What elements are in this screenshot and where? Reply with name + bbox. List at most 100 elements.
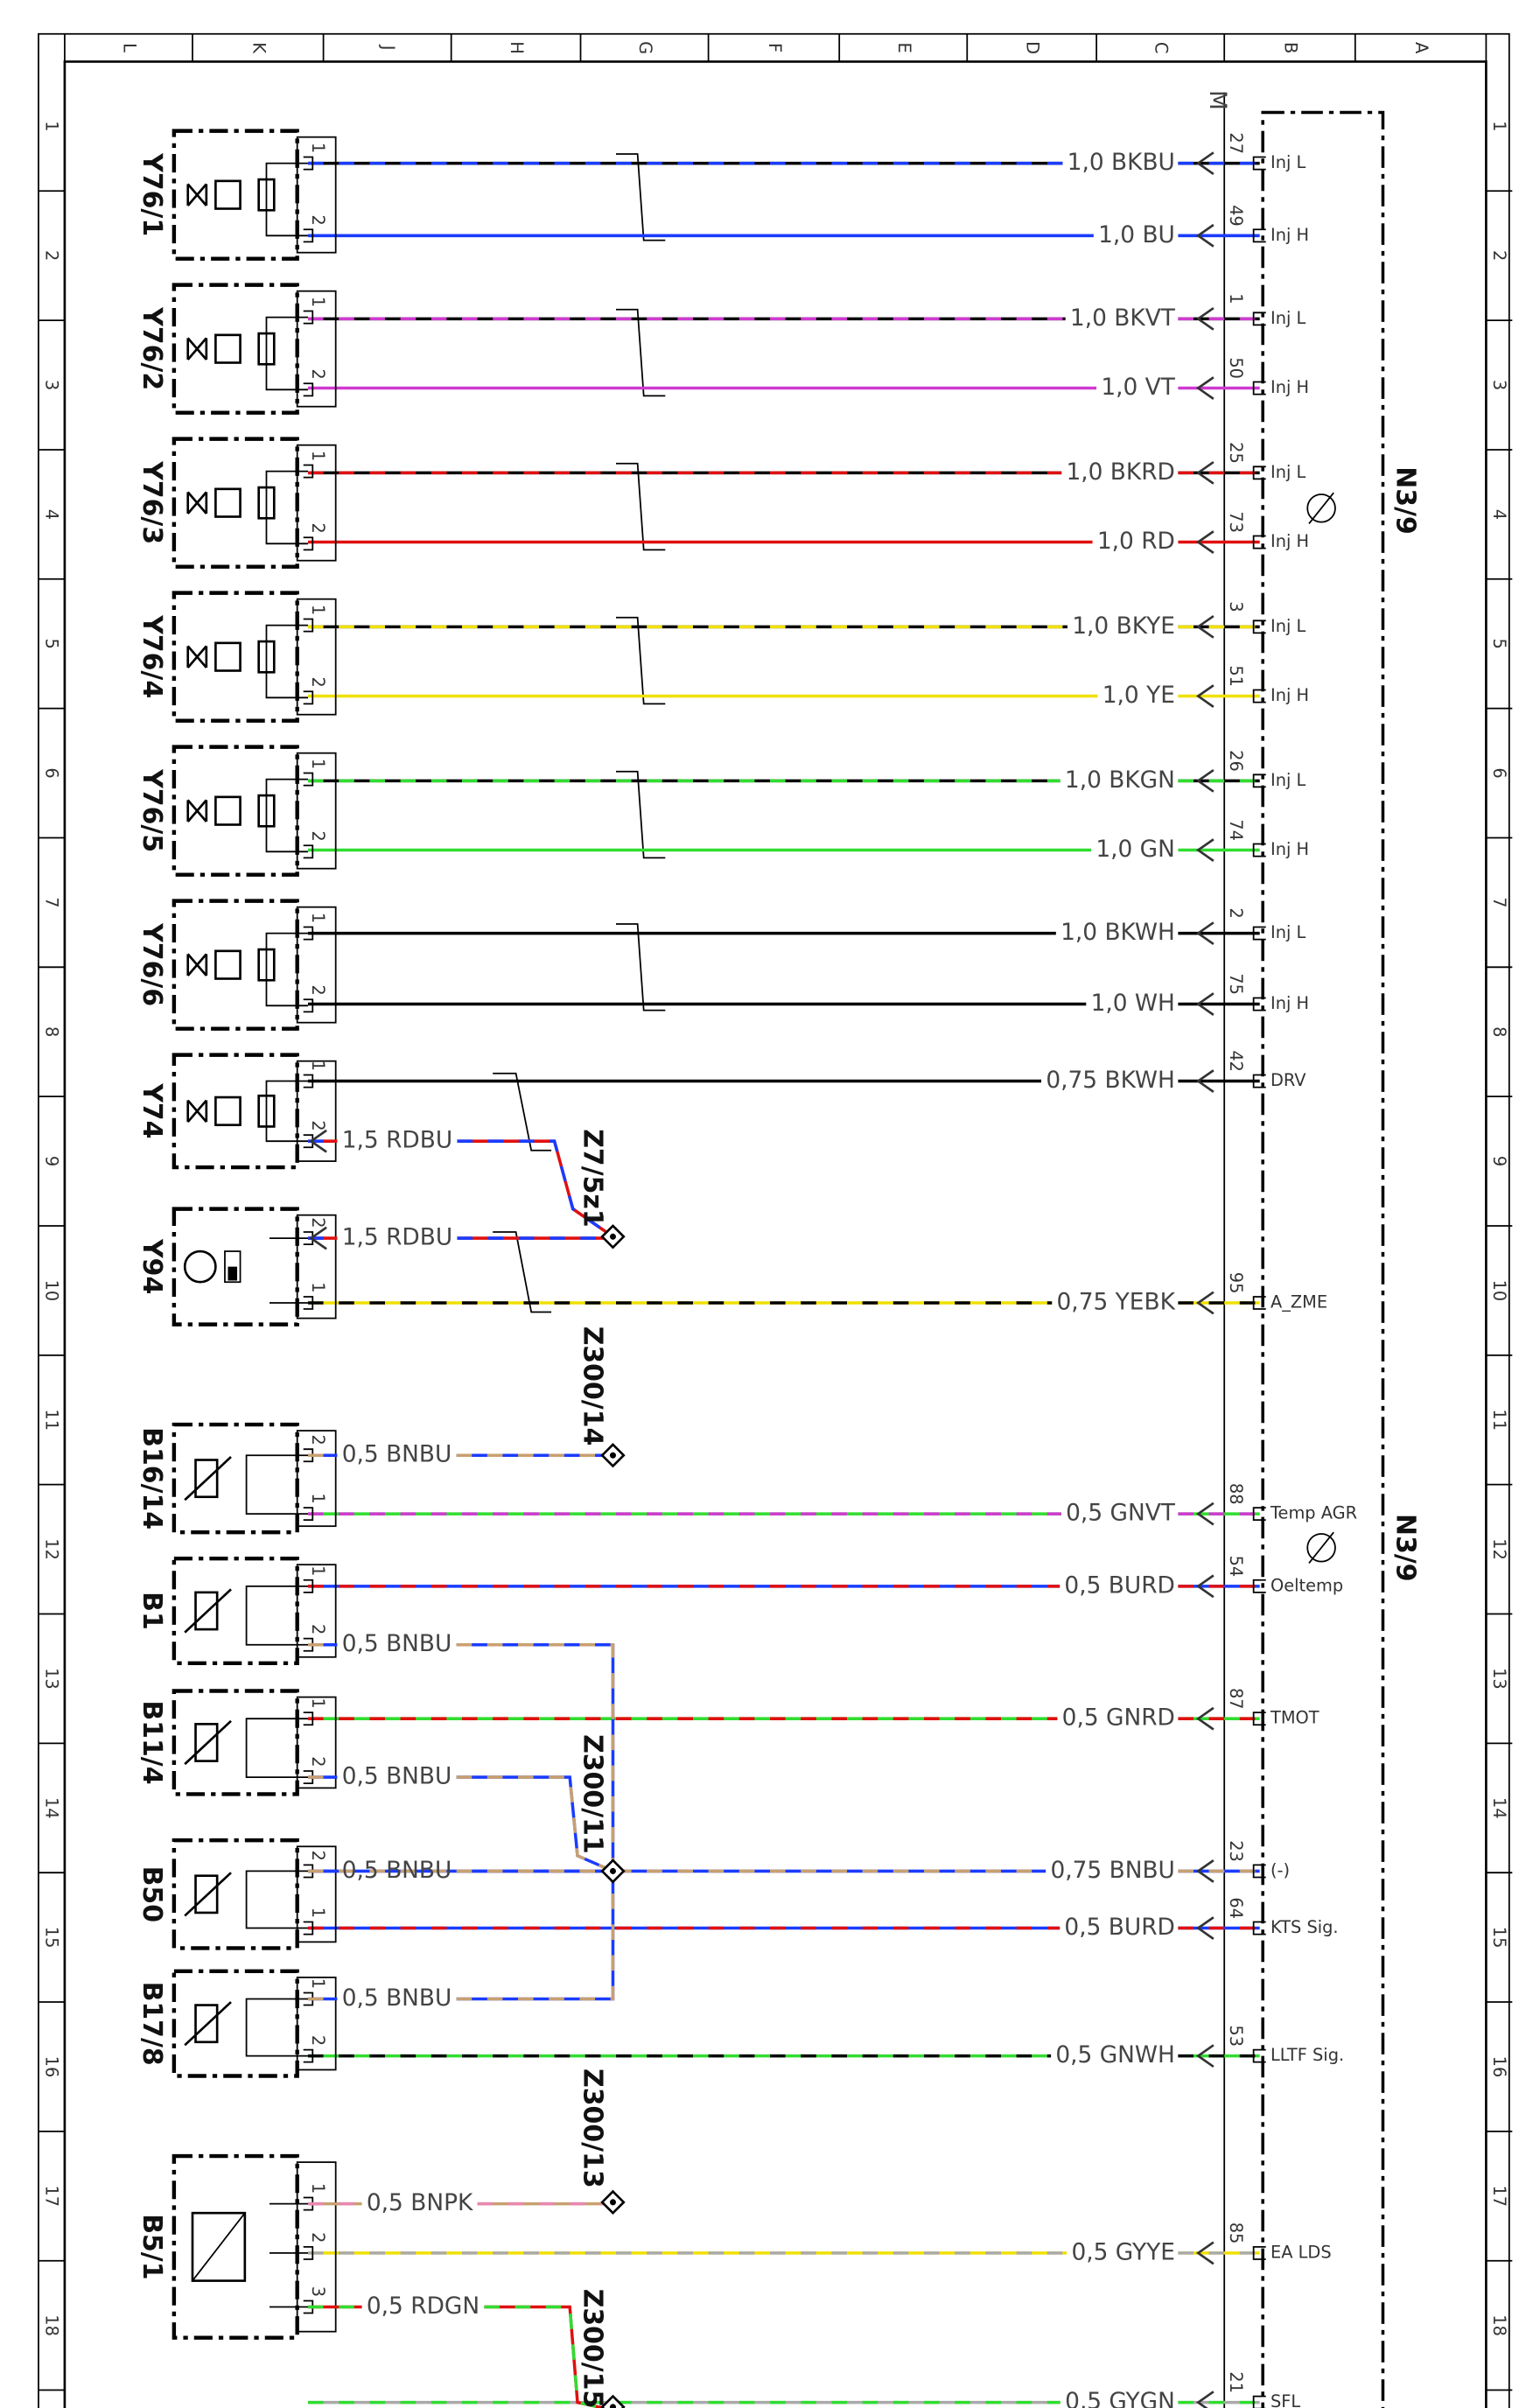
pin-socket	[1252, 774, 1266, 788]
coil	[214, 795, 242, 826]
arrow	[1195, 460, 1214, 485]
ntc-arrow	[184, 1719, 232, 1766]
internal-wire	[265, 778, 270, 853]
wire-label: 0,5 BNBU	[342, 1857, 452, 1884]
sensor-symbol	[191, 2211, 247, 2282]
wire-label: 0,5 GNVT	[1066, 1500, 1176, 1527]
pin-housing	[296, 1696, 337, 1789]
ntc-symbol	[194, 1874, 219, 1914]
row-label: 13	[42, 1668, 62, 1690]
component-box	[172, 591, 299, 723]
row-label: 10	[1489, 1280, 1509, 1302]
internal-wire	[265, 624, 270, 699]
pin-number: 26	[1226, 750, 1246, 772]
pin-label: 1	[308, 1908, 328, 1918]
pin-socket	[1252, 228, 1266, 243]
pin-number: 51	[1226, 665, 1246, 687]
row-label: 6	[1489, 767, 1509, 778]
ntc-symbol	[194, 1723, 219, 1762]
arrow	[1195, 376, 1214, 400]
signal-name: (-)	[1270, 1860, 1290, 1880]
valve-symbol	[186, 183, 208, 206]
pin-label: 1	[308, 1565, 328, 1576]
pin-label: 1	[308, 2183, 328, 2194]
wire-label: 0,5 BURD	[1064, 1572, 1174, 1599]
pin-socket	[1252, 312, 1266, 326]
arrow	[1195, 838, 1214, 862]
component-label: Y76/5	[136, 768, 167, 852]
pin-socket	[1252, 997, 1266, 1012]
unit-label: N3/9	[1390, 1514, 1421, 1582]
arrow	[1195, 614, 1214, 639]
pin-label: 2	[308, 1756, 328, 1767]
signal-name: Inj H	[1270, 993, 1309, 1013]
wire-label: 1,0 BKWH	[1060, 919, 1175, 946]
component-label: Y76/3	[136, 460, 167, 544]
wire-crossing	[616, 616, 666, 705]
signal-name: Inj L	[1270, 152, 1306, 172]
arrow	[1195, 1916, 1214, 1940]
signal-name: A_ZME	[1270, 1292, 1327, 1312]
ntc-symbol	[194, 1591, 219, 1631]
column-label: C	[1152, 42, 1172, 54]
internal-wire	[265, 470, 270, 545]
pin-number: 54	[1226, 1556, 1246, 1578]
signal-name: DRV	[1270, 1070, 1306, 1090]
component-label: B5/1	[136, 2214, 167, 2279]
component-box	[172, 1969, 299, 2078]
component-label: B17/8	[136, 1982, 167, 2066]
pin-socket	[303, 2048, 314, 2063]
pin-number: 25	[1226, 442, 1246, 464]
component-box	[172, 1422, 299, 1535]
wire-stripe	[456, 1871, 615, 2001]
control-unit-box	[1261, 110, 1385, 2408]
pin-label: 1	[308, 143, 328, 153]
pin-label: 1	[308, 605, 328, 615]
pin-socket	[1252, 156, 1266, 171]
pin-number: 23	[1226, 1840, 1246, 1862]
valve-symbol	[186, 491, 208, 514]
arrow	[1195, 2390, 1214, 2408]
pin-socket	[1252, 535, 1266, 550]
wire-label: 1,0 BKBU	[1068, 149, 1175, 176]
row-label: 12	[42, 1538, 62, 1560]
component-box	[172, 1838, 299, 1950]
pin-label: 2	[308, 1624, 328, 1634]
inner-frame	[63, 60, 1488, 2408]
pin-socket	[303, 772, 314, 787]
pin-socket	[303, 844, 314, 859]
pin-housing	[296, 444, 337, 562]
signal-name: SFL	[1270, 2391, 1300, 2408]
pin-socket	[1252, 926, 1266, 941]
pin-socket	[303, 1712, 314, 1726]
component-box	[172, 437, 299, 569]
component-box	[172, 899, 299, 1031]
arrow	[1195, 151, 1214, 175]
component-label: Y76/4	[136, 614, 167, 698]
valve-symbol	[186, 645, 208, 668]
arrow	[1195, 992, 1214, 1016]
wire-label: 1,0 RD	[1097, 528, 1175, 555]
pin-label: 2	[308, 1851, 328, 1861]
component-label: B11/4	[136, 1700, 167, 1784]
pump-symbol	[183, 1250, 217, 1284]
arrow	[1195, 1291, 1214, 1315]
wire-label: 1,0 BKYE	[1072, 612, 1175, 640]
row-label: 15	[1489, 1927, 1509, 1949]
wire-stripe	[457, 1139, 614, 1238]
arrow	[1195, 1859, 1214, 1883]
arrow	[1195, 1574, 1214, 1599]
wire-label: 1,0 YE	[1102, 682, 1175, 709]
arrow	[1195, 530, 1214, 554]
wire-label: 0,5 BNBU	[342, 1630, 452, 1657]
row-label: 11	[1489, 1409, 1509, 1431]
wire-label: 0,5 BURD	[1064, 1914, 1174, 1941]
column-label: L	[119, 43, 139, 52]
component-label: Y76/2	[136, 306, 167, 390]
row-label: 4	[1489, 509, 1509, 520]
pin-number: 42	[1226, 1050, 1246, 1072]
signal-name: Inj H	[1270, 839, 1309, 859]
arrow	[1195, 223, 1214, 248]
internal-wire	[245, 1454, 270, 1515]
